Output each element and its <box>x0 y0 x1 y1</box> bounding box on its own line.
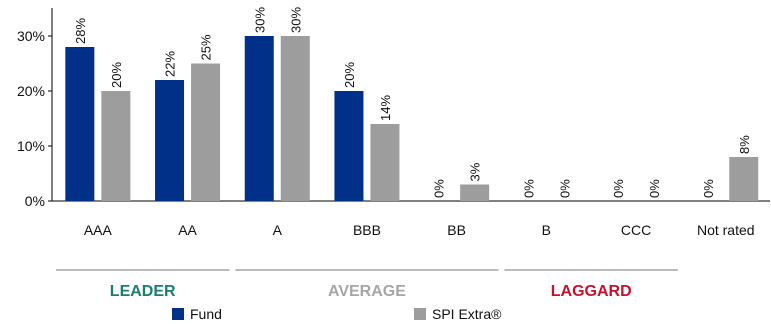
bar-index <box>191 63 221 201</box>
y-tick-label: 0% <box>25 193 45 209</box>
x-tick-label: A <box>273 222 283 238</box>
data-label-index: 3% <box>468 162 483 181</box>
bar-index <box>370 124 400 201</box>
x-tick-label: AAA <box>84 222 113 238</box>
bar-index <box>460 184 490 201</box>
data-label-index: 14% <box>378 95 393 121</box>
bar-fund <box>65 47 95 201</box>
group-label: LEADER <box>110 283 176 300</box>
x-tick-label: CCC <box>621 222 651 238</box>
legend-item-index: SPI Extra® <box>414 306 501 322</box>
data-label-fund: 28% <box>73 18 88 44</box>
y-tick-label: 20% <box>17 83 45 99</box>
data-label-index: 20% <box>109 62 124 88</box>
data-label-fund: 30% <box>252 7 267 33</box>
group-label: AVERAGE <box>328 283 406 300</box>
legend-item-fund: Fund <box>172 306 222 322</box>
legend-swatch-index <box>414 308 426 320</box>
legend-swatch-fund <box>172 308 184 320</box>
bar-fund <box>244 36 274 201</box>
bar-index <box>729 157 759 201</box>
bar-index <box>101 91 131 201</box>
data-label-fund: 0% <box>432 179 447 198</box>
x-tick-label: B <box>542 222 551 238</box>
data-label-fund: 0% <box>611 179 626 198</box>
bar-fund <box>334 91 364 201</box>
y-tick-label: 30% <box>17 28 45 44</box>
data-label-fund: 0% <box>521 179 536 198</box>
data-label-index: 8% <box>737 135 752 154</box>
bar-index <box>280 36 310 201</box>
data-label-index: 30% <box>288 7 303 33</box>
data-label-index: 0% <box>647 179 662 198</box>
data-label-index: 25% <box>199 34 214 60</box>
x-tick-label: BB <box>447 222 466 238</box>
data-label-fund: 0% <box>701 179 716 198</box>
bar-fund <box>155 80 185 201</box>
legend-label-fund: Fund <box>190 306 222 322</box>
data-label-index: 0% <box>557 179 572 198</box>
data-label-fund: 20% <box>342 62 357 88</box>
data-label-fund: 22% <box>163 51 178 77</box>
x-tick-label: AA <box>178 222 197 238</box>
y-tick-label: 10% <box>17 138 45 154</box>
group-label: LAGGARD <box>551 283 632 300</box>
x-tick-label: Not rated <box>697 222 755 238</box>
legend-label-index: SPI Extra® <box>432 306 502 322</box>
x-tick-label: BBB <box>353 222 381 238</box>
